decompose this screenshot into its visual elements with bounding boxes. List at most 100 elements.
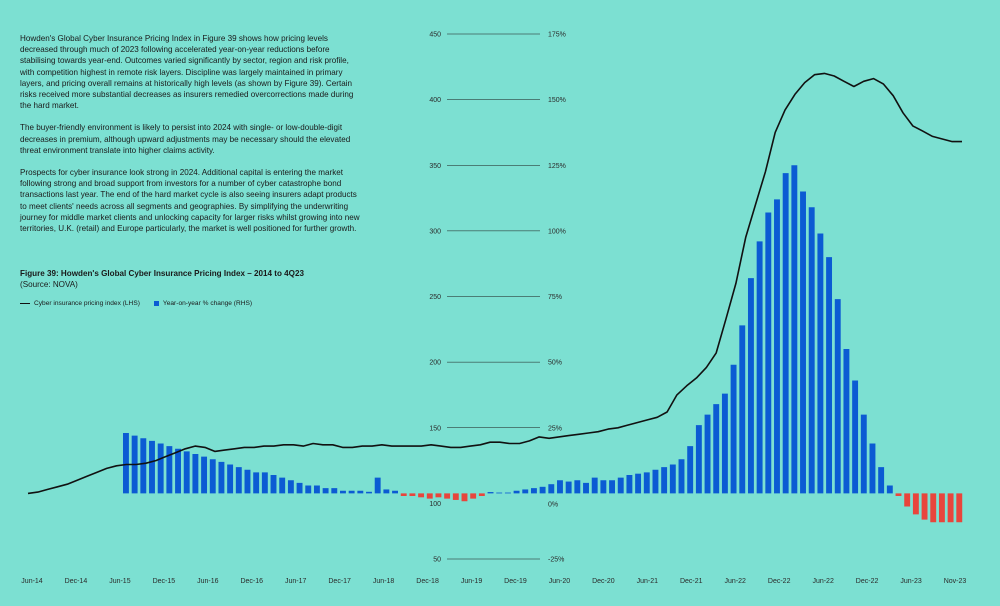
yoy-bar <box>201 456 208 494</box>
yoy-bar <box>261 472 268 494</box>
yoy-bar <box>661 467 668 494</box>
yoy-bar <box>374 477 381 494</box>
yoy-bar <box>669 464 676 494</box>
y-left-tick-label: 300 <box>429 228 441 235</box>
x-tick-label: Jun-20 <box>549 578 571 585</box>
x-tick-label: Dec-21 <box>680 578 703 585</box>
yoy-bar <box>617 477 624 494</box>
yoy-bar <box>140 438 147 494</box>
y-left-tick-label: 100 <box>429 501 441 508</box>
yoy-bar <box>912 493 919 515</box>
y-right-tick-label: 0% <box>548 501 558 508</box>
yoy-bar <box>938 493 945 523</box>
yoy-bar <box>322 488 329 494</box>
yoy-bar <box>235 467 242 494</box>
yoy-bar <box>817 233 824 494</box>
yoy-bar <box>739 325 746 494</box>
yoy-bar <box>522 489 529 494</box>
yoy-bar <box>574 480 581 494</box>
yoy-bar <box>435 493 442 498</box>
yoy-bar <box>609 480 616 494</box>
yoy-bar <box>426 493 433 499</box>
yoy-bar <box>331 488 338 494</box>
yoy-bar <box>721 393 728 494</box>
yoy-bar <box>956 493 963 523</box>
yoy-bar <box>747 278 754 494</box>
x-tick-label: Dec-22 <box>856 578 879 585</box>
yoy-bar <box>149 440 155 494</box>
yoy-bar <box>800 191 806 494</box>
yoy-bar <box>296 482 303 494</box>
yoy-bar <box>895 493 902 496</box>
y-right-tick-label: 175% <box>548 32 566 39</box>
yoy-bar <box>730 364 737 494</box>
yoy-bar <box>287 480 294 494</box>
yoy-bar <box>904 493 911 507</box>
yoy-bar <box>504 492 511 494</box>
yoy-bar <box>157 443 164 494</box>
x-tick-label: Jun-22 <box>725 578 747 585</box>
yoy-bar <box>704 414 711 494</box>
y-right-tick-label: -25% <box>548 557 564 564</box>
y-left-tick-label: 250 <box>429 294 441 301</box>
x-tick-label: Dec-19 <box>504 578 527 585</box>
yoy-bar <box>591 477 598 494</box>
x-tick-label: Dec-18 <box>416 578 439 585</box>
figure-source: (Source: NOVA) <box>20 280 78 289</box>
y-right-tick-label: 50% <box>548 360 562 367</box>
line-swatch-icon <box>20 302 30 305</box>
x-tick-label: Dec-16 <box>240 578 263 585</box>
yoy-bar <box>774 199 780 494</box>
x-tick-label: Jun-22 <box>812 578 834 585</box>
x-tick-label: Jun-21 <box>637 578 659 585</box>
yoy-bar <box>930 493 937 523</box>
yoy-bar <box>695 425 702 494</box>
yoy-bar <box>826 257 833 494</box>
yoy-bar <box>565 481 572 494</box>
paragraph-3: Prospects for cyber insurance look stron… <box>20 168 360 234</box>
yoy-bar <box>583 482 589 494</box>
yoy-bar <box>687 446 694 494</box>
yoy-bar <box>878 467 885 494</box>
yoy-bar <box>227 464 234 494</box>
chart-legend: Cyber insurance pricing index (LHS) Year… <box>20 300 252 307</box>
x-tick-label: Dec-20 <box>592 578 615 585</box>
yoy-bar <box>886 485 893 494</box>
yoy-bar <box>947 493 954 523</box>
yoy-bar <box>348 490 355 494</box>
yoy-bar <box>357 490 364 494</box>
x-tick-label: Jun-19 <box>461 578 483 585</box>
yoy-bar <box>713 404 720 494</box>
yoy-bar <box>530 488 537 494</box>
x-tick-label: Jun-15 <box>109 578 131 585</box>
y-right-tick-label: 75% <box>548 294 562 301</box>
yoy-bar <box>366 491 372 494</box>
y-left-tick-label: 150 <box>429 425 441 432</box>
yoy-bar <box>400 493 407 496</box>
yoy-bar <box>218 461 225 494</box>
yoy-bar <box>791 165 798 494</box>
yoy-bar <box>765 212 772 494</box>
yoy-bar <box>869 443 876 494</box>
pricing-index-line <box>27 72 962 495</box>
yoy-bar <box>808 207 815 494</box>
x-tick-label: Dec-14 <box>65 578 88 585</box>
yoy-bar <box>192 454 199 494</box>
yoy-bar <box>539 486 546 494</box>
x-tick-label: Jun-16 <box>197 578 219 585</box>
yoy-bar <box>270 475 277 494</box>
yoy-bar <box>643 472 650 494</box>
y-left-tick-label: 400 <box>429 97 441 104</box>
x-tick-label: Dec-22 <box>768 578 791 585</box>
y-right-tick-label: 100% <box>548 228 566 235</box>
yoy-bar <box>626 475 633 494</box>
x-tick-label: Dec-15 <box>153 578 176 585</box>
yoy-bar <box>678 459 685 494</box>
y-right-tick-label: 125% <box>548 163 566 170</box>
y-left-tick-label: 50 <box>433 557 441 564</box>
y-right-tick-label: 150% <box>548 97 566 104</box>
yoy-bar <box>600 480 607 494</box>
yoy-bar <box>305 485 312 494</box>
legend-bar-label: Year-on-year % change (RHS) <box>162 300 253 307</box>
